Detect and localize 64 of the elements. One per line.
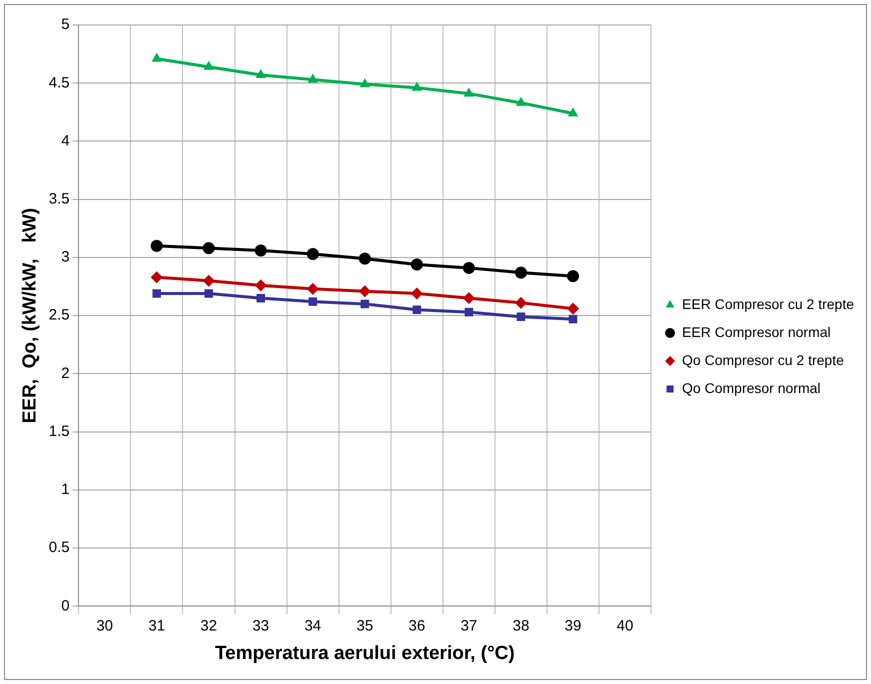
point — [152, 52, 162, 62]
y-tick-label: 3.5 — [48, 190, 70, 208]
point — [152, 289, 161, 298]
point — [202, 274, 215, 287]
y-tick-label: 2 — [61, 364, 70, 382]
legend-label: Qo Compresor normal — [682, 380, 821, 396]
point — [566, 270, 579, 282]
x-tick-label: 38 — [512, 617, 530, 634]
x-axis-title: Temperatura aerului exterior, (°C) — [214, 642, 515, 664]
point — [308, 297, 318, 306]
y-tick-label: 5 — [61, 16, 70, 34]
y-tick-label: 1.5 — [48, 422, 70, 440]
point — [514, 266, 527, 279]
point — [568, 107, 578, 116]
point — [308, 74, 318, 83]
x-tick-label: 30 — [96, 617, 114, 634]
point — [256, 294, 266, 302]
y-tick-label: 1 — [61, 481, 70, 498]
y-tick-label: 2.5 — [48, 306, 70, 324]
point — [358, 285, 371, 298]
point — [566, 302, 579, 315]
point — [202, 242, 215, 254]
x-tick-label: 40 — [616, 617, 634, 634]
point — [150, 271, 163, 284]
point — [462, 262, 475, 274]
x-tick-label: 39 — [564, 617, 582, 634]
y-tick-label: 3 — [61, 248, 70, 266]
point — [306, 248, 319, 260]
point — [306, 282, 319, 295]
x-tick-label: 32 — [200, 617, 218, 634]
x-tick-label: 33 — [252, 617, 270, 634]
point — [410, 258, 423, 270]
point — [254, 244, 267, 257]
x-tick-label: 37 — [460, 617, 478, 634]
point — [514, 296, 527, 309]
point — [204, 289, 213, 298]
point — [412, 306, 422, 314]
x-tick-label: 35 — [356, 617, 374, 634]
point — [516, 96, 526, 106]
point — [204, 60, 214, 70]
y-tick-label: 4.5 — [48, 74, 70, 92]
point — [464, 88, 474, 97]
point — [412, 82, 422, 91]
y-tick-label: 0 — [61, 597, 70, 614]
point — [462, 292, 475, 304]
x-tick-label: 34 — [304, 617, 322, 634]
point — [150, 240, 163, 252]
point — [360, 78, 370, 88]
point — [254, 279, 267, 292]
y-tick-label: 0.5 — [48, 539, 70, 556]
point — [360, 300, 370, 308]
point — [358, 252, 371, 265]
point — [516, 312, 526, 322]
x-tick-label: 31 — [148, 617, 166, 634]
legend-label: EER Compresor normal — [682, 324, 831, 340]
legend-label: Qo Compresor cu 2 trepte — [682, 352, 844, 368]
x-tick-label: 36 — [408, 617, 426, 634]
y-tick-label: 4 — [61, 132, 70, 150]
legend-label: EER Compresor cu 2 trepte — [682, 296, 854, 312]
point — [568, 314, 578, 324]
point — [410, 288, 423, 300]
y-axis-title: EER, Qo, (kW/kW, kW) — [20, 208, 41, 424]
point — [464, 308, 474, 316]
point — [256, 68, 266, 78]
